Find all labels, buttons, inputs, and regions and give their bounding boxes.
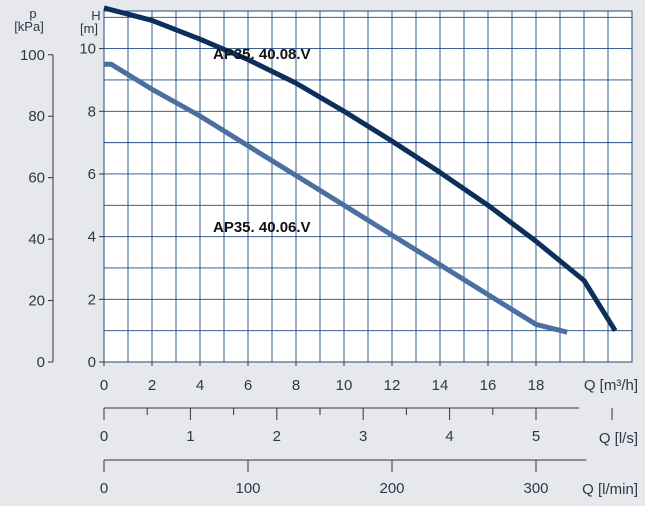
x-tick-label: 12 [384,377,401,394]
ls-tick-label: 5 [532,428,540,445]
x-tick-label: 6 [244,377,252,394]
h-axis-unit: [m] [80,21,98,36]
grid [104,11,632,362]
x-tick-label: 8 [292,377,300,394]
p-tick-label: 60 [28,170,45,187]
x-tick-label: 10 [336,377,353,394]
ls-tick-label: 1 [186,428,194,445]
lmin-tick-label: 300 [523,480,548,497]
h-tick-label: 0 [88,354,96,371]
h-axis-label: H [91,8,100,23]
ls-tick-label: 2 [273,428,281,445]
series-label-ap35-40-08: AP35. 40.08.V [213,46,311,63]
p-tick-label: 40 [28,231,45,248]
h-tick-label: 2 [88,291,96,308]
lmin-tick-label: 200 [379,480,404,497]
lmin-tick-label: 0 [100,480,108,497]
p-tick-label: 0 [37,354,45,371]
p-axis-label: p [29,6,36,21]
series-layer [103,5,618,335]
ls-tick-label: 0 [100,428,108,445]
ls-tick-label: 3 [359,428,367,445]
p-tick-label: 80 [28,108,45,125]
x-tick-label: 14 [432,377,449,394]
x-tick-label: 16 [480,377,497,394]
p-axis-unit: [kPa] [14,19,44,34]
h-tick-label: 4 [88,229,96,246]
h-tick-label: 10 [79,41,96,58]
series-line-ap35-40-08 [103,5,618,333]
p-tick-label: 100 [20,47,45,64]
ls-tick-label: 4 [445,428,453,445]
series-line-ap35-40-06 [104,61,568,335]
ls-axis-label: Q [l/s] [599,430,638,447]
series-label-ap35-40-06: AP35. 40.06.V [213,219,311,236]
p-tick-label: 20 [28,293,45,310]
lmin-axis-label: Q [l/min] [582,481,638,498]
h-tick-label: 6 [88,166,96,183]
x-tick-label: 4 [196,377,204,394]
x-tick-label: 18 [528,377,545,394]
x-tick-label: 2 [148,377,156,394]
h-tick-label: 8 [88,103,96,120]
x-axis-label: Q [m³/h] [584,377,638,394]
lmin-tick-label: 100 [235,480,260,497]
x-tick-label: 0 [100,377,108,394]
